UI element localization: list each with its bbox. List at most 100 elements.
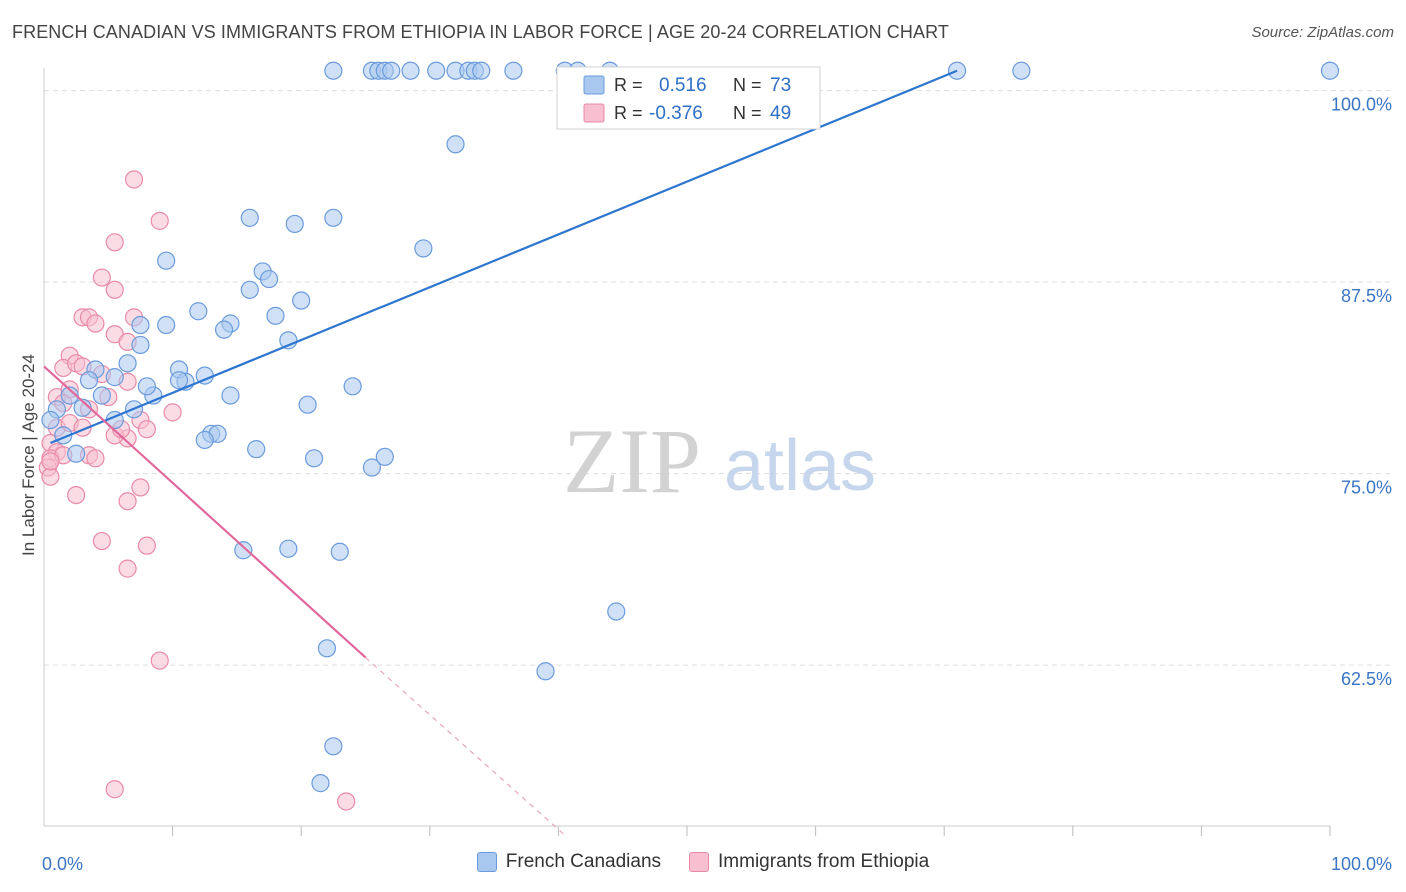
pts-blue-point-50[interactable]: [41, 410, 60, 430]
legend-item-immigrants-from-ethiopia[interactable]: Immigrants from Ethiopia: [689, 851, 929, 873]
pts-pink-point-2[interactable]: [105, 233, 124, 252]
legend-r-value-blue: 0.516: [659, 75, 707, 96]
series-immigrants-from-ethiopia: [38, 170, 356, 811]
x-tick-labels: 0.0% 100.0%: [42, 854, 1392, 874]
pts-blue-point-63[interactable]: [304, 449, 324, 468]
pts-blue-point-60[interactable]: [343, 377, 362, 396]
pts-blue-point-40[interactable]: [79, 371, 99, 390]
pts-blue-point-35[interactable]: [131, 335, 150, 355]
pts-blue-point-25[interactable]: [259, 269, 279, 289]
pts-blue-point-20[interactable]: [285, 214, 304, 234]
pts-pink-point-24[interactable]: [137, 420, 156, 439]
pts-blue-point-23[interactable]: [157, 251, 176, 270]
pts-blue-point-64[interactable]: [234, 541, 253, 560]
legend-n-value-blue: 73: [770, 75, 791, 96]
pts-blue-point-70[interactable]: [324, 737, 343, 756]
legend-swatch-blue: [583, 75, 605, 95]
pts-blue-point-19[interactable]: [240, 208, 259, 227]
pts-blue-point-6[interactable]: [427, 61, 446, 80]
series-french-canadians: [41, 61, 1340, 793]
y-tick-label-3: 100.0%: [1331, 95, 1392, 115]
y-tick-labels: 62.5% 75.0% 87.5% 100.0%: [1331, 95, 1392, 690]
pts-blue-point-68[interactable]: [317, 639, 337, 658]
chart-title: FRENCH CANADIAN VS IMMIGRANTS FROM ETHIO…: [12, 22, 949, 42]
pts-blue-point-72[interactable]: [67, 444, 86, 463]
pts-pink-point-40[interactable]: [118, 492, 137, 511]
pts-blue-point-61[interactable]: [362, 458, 382, 477]
legend-label-french-canadians: French Canadians: [505, 851, 662, 872]
legend-n-label-pink: N =: [733, 103, 762, 123]
pts-blue-point-17[interactable]: [1320, 61, 1340, 80]
pts-pink-point-45[interactable]: [105, 780, 124, 799]
y-tick-label-1: 75.0%: [1341, 478, 1392, 498]
pts-blue-point-21[interactable]: [324, 208, 343, 227]
pts-blue-point-66[interactable]: [330, 542, 349, 561]
legend-n-value-pink: 49: [770, 103, 791, 124]
pts-pink-point-43[interactable]: [118, 559, 137, 578]
pts-pink-point-39[interactable]: [67, 485, 86, 505]
pts-blue-point-32[interactable]: [131, 315, 150, 335]
pts-pink-point-38[interactable]: [131, 478, 150, 497]
pts-pink-point-47[interactable]: [41, 452, 60, 471]
legend-swatch-immigrants-from-ethiopia: [689, 852, 710, 872]
pts-blue-point-44[interactable]: [221, 386, 240, 405]
pts-blue-point-18[interactable]: [446, 135, 465, 154]
legend-r-value-pink: -0.376: [649, 103, 703, 124]
legend-swatch-pink: [583, 103, 605, 123]
pts-blue-point-58[interactable]: [137, 377, 156, 396]
gridlines: [44, 90, 1392, 666]
legend-top: R = 0.516 N = 73 R = -0.376 N = 49: [556, 66, 821, 130]
pts-pink-point-35[interactable]: [86, 449, 105, 468]
legend-r-label-pink: R =: [614, 103, 643, 123]
pts-blue-point-48[interactable]: [60, 386, 79, 405]
pts-blue-point-59[interactable]: [298, 395, 317, 414]
pts-pink-point-4[interactable]: [105, 280, 124, 299]
y-tick-label-0: 62.5%: [1341, 669, 1392, 689]
x-tick-label-0: 0.0%: [42, 854, 83, 874]
source-credit: Source: ZipAtlas.com: [1251, 24, 1394, 41]
trend-lines: [43, 69, 958, 836]
pts-pink-point-41[interactable]: [92, 531, 111, 551]
pts-blue-point-29[interactable]: [266, 306, 285, 325]
legend-swatch-french-canadians: [476, 852, 497, 872]
pts-blue-point-28[interactable]: [189, 302, 208, 321]
pts-blue-point-26[interactable]: [240, 280, 259, 299]
pts-blue-point-0[interactable]: [324, 61, 343, 80]
pts-blue-point-56[interactable]: [195, 430, 214, 450]
x-tick-label-1: 100.0%: [1331, 854, 1392, 874]
pts-blue-point-5[interactable]: [401, 61, 420, 80]
pts-blue-point-22[interactable]: [414, 239, 433, 258]
pts-pink-point-3[interactable]: [92, 268, 111, 287]
pts-blue-point-16[interactable]: [1012, 61, 1031, 80]
pts-pink-point-44[interactable]: [150, 651, 169, 670]
pts-blue-point-33[interactable]: [214, 320, 234, 339]
pts-blue-point-62[interactable]: [375, 447, 394, 466]
pts-pink-point-7[interactable]: [86, 314, 105, 333]
legend-bottom: French Canadians Immigrants from Ethiopi…: [0, 851, 1406, 873]
pts-blue-point-27[interactable]: [292, 291, 311, 310]
pts-blue-point-4[interactable]: [382, 61, 401, 80]
legend-item-french-canadians[interactable]: French Canadians: [476, 851, 662, 873]
pts-blue-point-57[interactable]: [169, 371, 189, 390]
pts-blue-point-11[interactable]: [504, 61, 523, 80]
pts-blue-point-41[interactable]: [105, 368, 124, 387]
pts-blue-point-36[interactable]: [118, 354, 137, 373]
pts-pink-point-22[interactable]: [163, 403, 182, 422]
pts-pink-point-0[interactable]: [124, 170, 144, 189]
pts-blue-point-10[interactable]: [472, 61, 491, 80]
legend-r-label-blue: R =: [614, 75, 643, 95]
pts-blue-point-54[interactable]: [247, 440, 266, 459]
trend-line-immigrants-from-ethiopia-extrapolated: [365, 657, 566, 836]
pts-blue-point-42[interactable]: [92, 386, 111, 405]
pts-blue-point-31[interactable]: [157, 315, 176, 335]
pts-pink-point-42[interactable]: [137, 536, 156, 555]
pts-pink-point-37[interactable]: [41, 467, 60, 486]
pts-blue-point-65[interactable]: [279, 539, 298, 558]
trend-line-immigrants-from-ethiopia: [43, 365, 367, 659]
pts-pink-point-46[interactable]: [337, 792, 356, 811]
pts-blue-point-71[interactable]: [311, 774, 330, 793]
pts-blue-point-67[interactable]: [607, 602, 626, 621]
pts-blue-point-69[interactable]: [536, 662, 555, 681]
pts-pink-point-1[interactable]: [150, 211, 169, 230]
